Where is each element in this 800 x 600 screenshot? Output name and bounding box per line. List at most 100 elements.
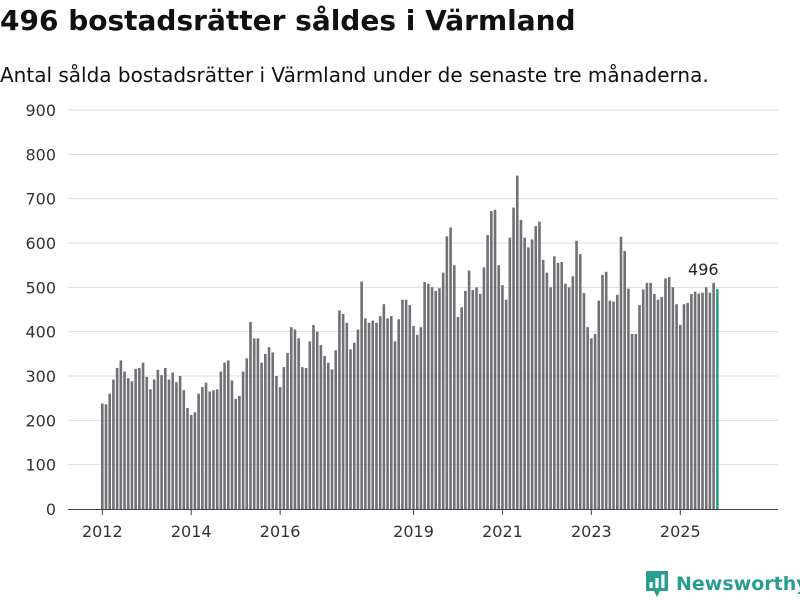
bar [660, 297, 664, 509]
bar [219, 371, 223, 509]
bar [467, 270, 471, 509]
bar [189, 415, 193, 509]
bar [638, 305, 641, 509]
bar [241, 371, 245, 509]
bar [675, 304, 678, 509]
bar [523, 237, 526, 509]
bar [397, 319, 400, 509]
bar [538, 221, 541, 509]
bar [341, 313, 345, 509]
bar [338, 310, 341, 509]
bar [356, 329, 360, 509]
bar [634, 333, 638, 509]
bar [323, 356, 326, 509]
bar [612, 301, 615, 509]
bar [115, 368, 119, 509]
bar [163, 368, 167, 509]
bar [456, 317, 460, 509]
bar [334, 350, 338, 509]
bar [371, 320, 375, 509]
bar [375, 322, 378, 509]
bar [697, 293, 701, 509]
bar [708, 292, 712, 509]
bar [571, 276, 575, 509]
bar [101, 403, 104, 509]
bar [289, 327, 293, 509]
y-tick-label: 200 [25, 411, 56, 430]
bar [560, 262, 564, 509]
bar [234, 399, 237, 509]
bar [475, 287, 478, 509]
bar [545, 272, 549, 509]
bar [308, 341, 312, 509]
bar [690, 293, 693, 509]
y-tick-label: 500 [25, 278, 56, 297]
bar [167, 379, 171, 509]
x-tick-label: 2012 [82, 522, 123, 541]
bar [360, 281, 363, 509]
bar [301, 367, 304, 509]
bar [260, 362, 263, 509]
y-tick-label: 300 [25, 367, 56, 386]
bar [593, 333, 597, 509]
bar [415, 334, 419, 509]
bar [230, 380, 234, 509]
bar [590, 338, 593, 509]
bar [608, 300, 612, 509]
bar [601, 274, 604, 509]
x-tick-label: 2019 [393, 522, 434, 541]
bar [556, 262, 560, 509]
bar [256, 338, 260, 509]
bar [564, 283, 567, 509]
bar [345, 322, 349, 509]
bar [304, 368, 308, 509]
x-tick-label: 2023 [571, 522, 612, 541]
bar [108, 393, 112, 509]
bar [297, 338, 300, 509]
y-tick-label: 800 [25, 145, 56, 164]
bar [667, 277, 671, 509]
bar [682, 304, 686, 509]
bar [130, 381, 134, 509]
bar [327, 362, 330, 509]
bar [175, 382, 178, 509]
newsworthy-logo-icon [646, 571, 668, 597]
bar [619, 236, 623, 509]
bar [386, 318, 389, 509]
bar [264, 353, 267, 509]
bar [512, 207, 515, 510]
bar [490, 211, 493, 509]
bar [464, 290, 467, 509]
bar [615, 294, 619, 509]
bar [238, 395, 241, 509]
bar [519, 219, 523, 510]
bar [141, 362, 145, 509]
bar [712, 282, 715, 509]
bar [693, 291, 697, 509]
bar [378, 316, 382, 509]
bar [315, 331, 319, 509]
bar [275, 376, 278, 509]
bar [486, 235, 489, 509]
bar [586, 327, 589, 509]
bar [204, 382, 208, 509]
x-tick-label: 2021 [482, 522, 523, 541]
bar [434, 290, 438, 509]
bar [575, 240, 578, 510]
bar [578, 254, 582, 509]
bar [382, 304, 386, 509]
bar [449, 227, 452, 509]
bar [252, 338, 256, 509]
bar [452, 265, 456, 509]
bar [330, 369, 334, 509]
bar [352, 342, 356, 509]
bar [460, 307, 463, 509]
bar [567, 287, 571, 509]
bar [364, 318, 367, 509]
bar [112, 379, 115, 509]
x-tick-label: 2014 [171, 522, 212, 541]
bar [186, 407, 189, 509]
brand-name: Newsworthy [676, 573, 800, 595]
bar [471, 289, 475, 509]
bar [408, 305, 412, 509]
